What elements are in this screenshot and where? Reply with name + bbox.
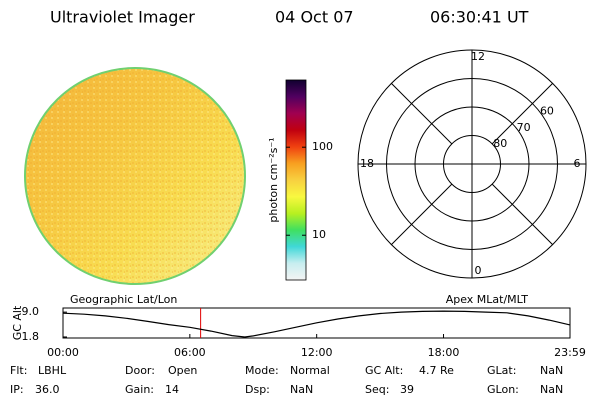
right-label: Apex MLat/MLT — [446, 293, 529, 306]
info-label: GLat: — [487, 364, 516, 377]
uv-image-texture — [26, 69, 244, 283]
x-tick-label: 00:00 — [47, 346, 79, 359]
info-label: Door: — [125, 364, 155, 377]
date: 04 Oct 07 — [275, 8, 354, 27]
colorbar — [285, 79, 307, 281]
info-value: LBHL — [38, 364, 67, 377]
time: 06:30:41 UT — [430, 8, 529, 27]
x-tick-label: 12:00 — [301, 346, 333, 359]
colorbar-tick-label: 100 — [312, 140, 333, 153]
info-value: 39 — [400, 383, 414, 396]
left-label: Geographic Lat/Lon — [70, 293, 177, 306]
info-label: Gain: — [125, 383, 154, 396]
info-value: Open — [168, 364, 197, 377]
x-tick-label: 23:59 — [554, 346, 586, 359]
mlt-label: 6 — [574, 157, 581, 170]
info-value: NaN — [290, 383, 313, 396]
info-label: Flt: — [10, 364, 27, 377]
latitude-label: 80 — [493, 137, 507, 150]
polar-diagonal — [491, 183, 553, 245]
polar-diagonal — [491, 83, 553, 145]
info-label: GC Alt: — [365, 364, 403, 377]
info-value: 4.7 Re — [419, 364, 454, 377]
info-label: GLon: — [487, 383, 519, 396]
x-tick-label: 06:00 — [174, 346, 206, 359]
info-value: NaN — [540, 383, 563, 396]
colorbar-label: photon cm⁻²s⁻¹ — [267, 137, 280, 222]
polar-diagonal — [391, 83, 453, 145]
mlt-label: 12 — [471, 50, 485, 63]
info-label: Seq: — [365, 383, 389, 396]
latitude-label: 60 — [540, 105, 554, 118]
y-tick-label: 1.8 — [22, 330, 40, 343]
colorbar-tick-label: 10 — [312, 228, 326, 241]
altitude-line — [62, 310, 571, 338]
y-tick-label: 9.0 — [22, 305, 40, 318]
x-tick-label: 18:00 — [428, 346, 460, 359]
info-value: 36.0 — [35, 383, 60, 396]
info-label: IP: — [10, 383, 24, 396]
title: Ultraviolet Imager — [50, 8, 195, 27]
mlt-label: 18 — [360, 157, 374, 170]
info-value: 14 — [165, 383, 179, 396]
y-axis-label: GC Alt — [11, 305, 24, 340]
info-label: Mode: — [245, 364, 279, 377]
info-value: Normal — [290, 364, 330, 377]
info-value: NaN — [540, 364, 563, 377]
polar-diagonal — [391, 183, 453, 245]
mlt-label: 0 — [475, 264, 482, 277]
info-label: Dsp: — [245, 383, 270, 396]
latitude-label: 70 — [517, 121, 531, 134]
